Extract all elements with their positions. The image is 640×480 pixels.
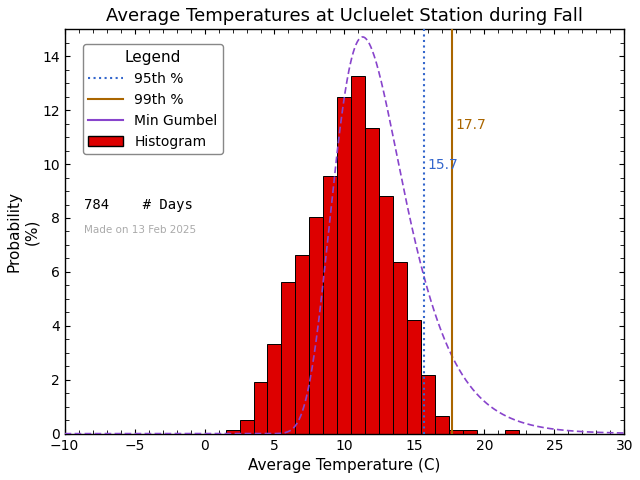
Bar xyxy=(394,262,408,433)
Text: 17.7: 17.7 xyxy=(455,118,486,132)
Bar xyxy=(253,382,268,433)
Bar xyxy=(365,128,380,433)
Bar xyxy=(463,430,477,433)
Bar xyxy=(310,217,323,433)
Bar xyxy=(449,430,463,433)
Text: 15.7: 15.7 xyxy=(427,158,458,172)
Bar xyxy=(351,76,365,433)
Legend: 95th %, 99th %, Min Gumbel, Histogram: 95th %, 99th %, Min Gumbel, Histogram xyxy=(83,44,223,154)
Bar xyxy=(380,196,394,433)
Bar xyxy=(408,320,421,433)
Text: 784    # Days: 784 # Days xyxy=(84,198,193,212)
Y-axis label: Probability
(%): Probability (%) xyxy=(7,191,39,272)
X-axis label: Average Temperature (C): Average Temperature (C) xyxy=(248,458,441,473)
Bar xyxy=(323,176,337,433)
Bar xyxy=(268,344,282,433)
Bar xyxy=(506,430,520,433)
Title: Average Temperatures at Ucluelet Station during Fall: Average Temperatures at Ucluelet Station… xyxy=(106,7,583,25)
Bar xyxy=(435,416,449,433)
Bar xyxy=(337,96,351,433)
Text: Made on 13 Feb 2025: Made on 13 Feb 2025 xyxy=(84,226,196,236)
Bar xyxy=(225,430,239,433)
Bar xyxy=(296,255,310,433)
Bar xyxy=(282,282,296,433)
Bar xyxy=(421,375,435,433)
Bar xyxy=(239,420,253,433)
